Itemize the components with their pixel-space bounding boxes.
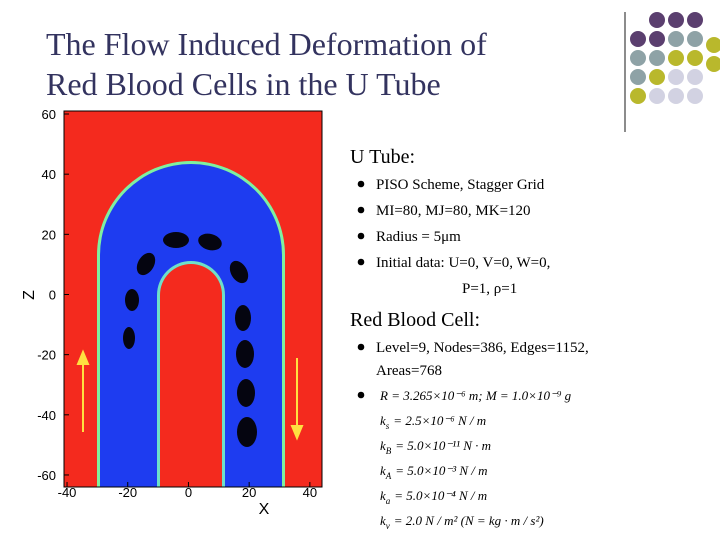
formula-subscript: s — [386, 421, 390, 431]
decor-dot — [668, 31, 684, 47]
cell — [163, 232, 189, 248]
title-line: The Flow Induced Deformation of — [46, 26, 487, 62]
x-tick-label: 20 — [242, 485, 256, 500]
formula-subscript: A — [385, 471, 392, 481]
contour-image — [64, 111, 322, 487]
bullet-text: Radius = 5μm — [376, 229, 461, 245]
decor-dot — [706, 56, 720, 72]
bullet — [357, 391, 365, 399]
decor-dot — [630, 50, 646, 66]
decor-dot — [668, 88, 684, 104]
decor-dot — [649, 50, 665, 66]
cell — [236, 340, 254, 368]
bullet-text: Areas=768 — [376, 363, 442, 379]
decor-dot — [649, 69, 665, 85]
body-text: U Tube: PISO Scheme, Stagger Grid MI=80, M… — [350, 146, 589, 531]
title-line: Red Blood Cells in the U Tube — [46, 66, 441, 102]
x-tick-label: -20 — [118, 485, 137, 500]
arrow-head — [76, 349, 90, 365]
y-tick-label: -40 — [37, 408, 56, 423]
formula-text: = 5.0×10⁻³ N / m — [395, 463, 487, 478]
y-tick-label: 40 — [42, 167, 56, 182]
formula: kA = 5.0×10⁻³ N / m — [380, 463, 488, 481]
section-heading: U Tube: — [350, 146, 415, 168]
formula-symbol: k — [380, 463, 386, 478]
formula-subscript: a — [386, 496, 391, 506]
cell — [123, 327, 135, 349]
decor-dot — [649, 12, 665, 28]
bullet — [357, 232, 365, 240]
decor-dot — [668, 12, 684, 28]
decor-dot — [687, 31, 703, 47]
formula: kv = 2.0 N / m² (N = kg · m / s²) — [380, 513, 544, 531]
bullet — [357, 206, 365, 214]
x-tick-label: -40 — [58, 485, 77, 500]
cell — [235, 305, 251, 331]
cell — [237, 417, 257, 447]
formula-subscript: v — [386, 521, 390, 531]
decor-dot — [630, 88, 646, 104]
decor-dot — [630, 31, 646, 47]
formula-text: = 2.0 N / m² (N = kg · m / s²) — [394, 513, 544, 528]
bullet-text: MI=80, MJ=80, MK=120 — [376, 203, 531, 219]
x-tick-label: 40 — [303, 485, 317, 500]
decor-dot — [649, 31, 665, 47]
bullet-text: P=1, ρ=1 — [462, 281, 517, 297]
decor-dot — [706, 37, 720, 53]
decor-dot — [668, 69, 684, 85]
formula-symbol: k — [380, 438, 386, 453]
formula: R = 3.265×10⁻⁶ m; M = 1.0×10⁻⁹ g — [379, 388, 572, 403]
formula-text: = 2.5×10⁻⁶ N / m — [393, 413, 486, 428]
decor-dot — [649, 88, 665, 104]
red-blood-cells — [123, 232, 257, 447]
decor-dot — [668, 50, 684, 66]
formula-text: = 5.0×10⁻¹¹ N · m — [395, 438, 491, 453]
y-axis-label: Z — [21, 290, 38, 300]
decor-dot — [687, 88, 703, 104]
arrow-head — [290, 425, 304, 441]
plot-frame — [63, 110, 323, 488]
bullet — [357, 180, 365, 188]
cell — [136, 252, 156, 276]
decor-dot — [687, 12, 703, 28]
section-heading: Red Blood Cell: — [350, 309, 480, 331]
bullet — [357, 343, 365, 351]
y-tick-label: -60 — [37, 468, 56, 483]
decor-dot — [687, 69, 703, 85]
formula: kB = 5.0×10⁻¹¹ N · m — [380, 438, 491, 456]
y-tick-label: 20 — [42, 227, 56, 242]
decor-dot — [630, 69, 646, 85]
bullet — [357, 258, 365, 266]
bullet-text: Initial data: U=0, V=0, W=0, — [376, 255, 550, 271]
cell — [229, 260, 249, 284]
formula-text: R = 3.265×10⁻⁶ m; M = 1.0×10⁻⁹ g — [379, 388, 572, 403]
formula: ks = 2.5×10⁻⁶ N / m — [380, 413, 486, 431]
formula-symbol: k — [380, 513, 386, 528]
decor-dot — [687, 50, 703, 66]
bullet-text: PISO Scheme, Stagger Grid — [376, 177, 545, 193]
formula-symbol: k — [380, 413, 386, 428]
formula-subscript: B — [386, 446, 392, 456]
formula-symbol: k — [380, 488, 386, 503]
y-tick-label: -20 — [37, 348, 56, 363]
cell — [237, 379, 255, 407]
x-axis-label: X — [259, 501, 270, 518]
formula-text: = 5.0×10⁻⁴ N / m — [394, 488, 487, 503]
title: The Flow Induced Deformation of Red Blood… — [46, 26, 487, 102]
y-tick-label: 0 — [49, 287, 56, 302]
decor-dots — [624, 12, 720, 132]
bullet-text: Level=9, Nodes=386, Edges=1152, — [376, 340, 589, 356]
inner-wall — [160, 264, 222, 487]
x-tick-label: 0 — [185, 485, 192, 500]
cell — [125, 289, 139, 311]
y-tick-label: 60 — [42, 107, 56, 122]
cell — [198, 233, 222, 251]
flow-arrows — [76, 349, 304, 441]
formula: ka = 5.0×10⁻⁴ N / m — [380, 488, 487, 506]
